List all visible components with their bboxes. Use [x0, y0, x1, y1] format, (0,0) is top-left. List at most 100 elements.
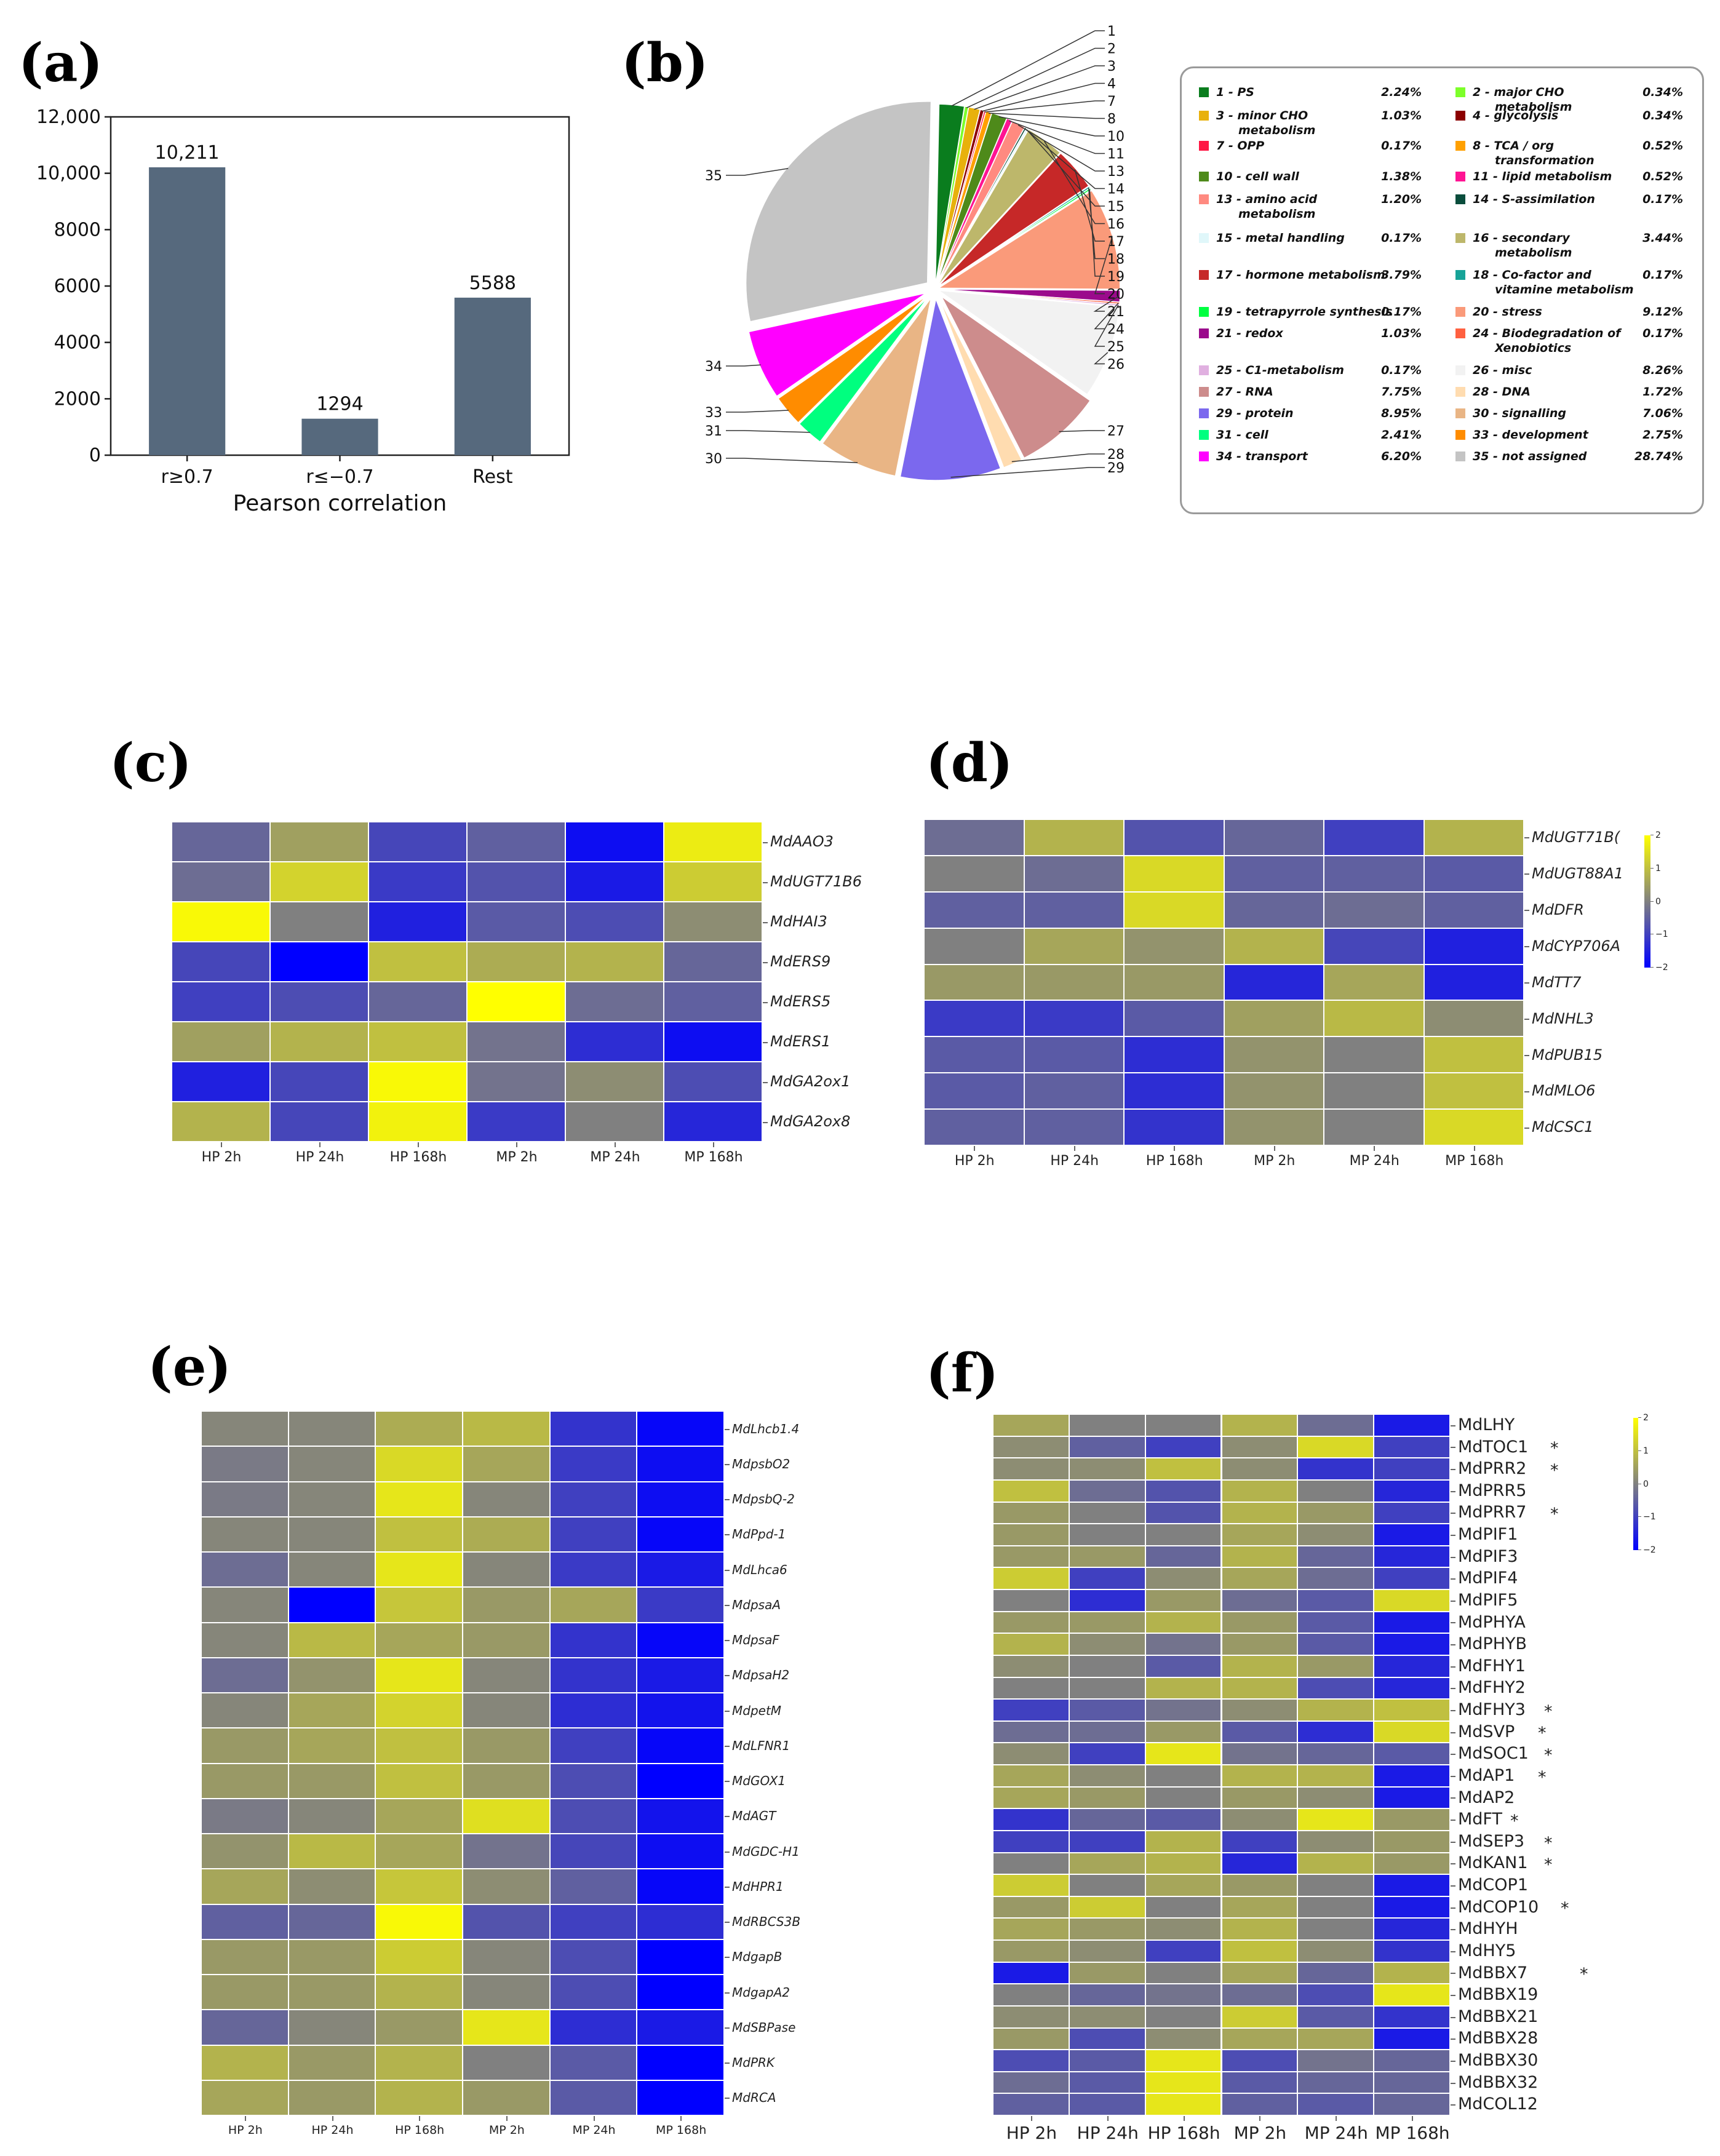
heatmap-cell — [1374, 1415, 1451, 1437]
callout-line — [966, 47, 1105, 109]
colorbar-tick-label: −2 — [1655, 963, 1668, 973]
legend-label-line: 20 - stress — [1473, 305, 1542, 319]
heatmap-cell — [172, 942, 271, 982]
heatmap-cell — [1298, 1721, 1375, 1744]
heatmap-cell — [202, 1412, 289, 1447]
callout-label: 27 — [1107, 424, 1125, 439]
heatmap-cell — [1298, 1524, 1375, 1546]
heatmap-cell — [463, 1834, 551, 1870]
heatmap-cell — [289, 1975, 376, 2011]
legend-label-34: 34 - transport — [1216, 450, 1401, 464]
heatmap-cell — [993, 1765, 1070, 1788]
heatmap-cell — [468, 862, 566, 902]
heatmap-cell — [566, 982, 664, 1022]
heatmap-cell — [1145, 1546, 1222, 1569]
callout-label: 35 — [705, 169, 722, 184]
callout-label: 4 — [1107, 77, 1116, 92]
heatmap-cell — [1222, 1787, 1299, 1810]
heatmap-cell — [289, 1693, 376, 1729]
callout-label: 19 — [1107, 269, 1125, 285]
column-label: HP 2h — [954, 1153, 995, 1169]
heatmap-cell — [1222, 1524, 1299, 1546]
row-label: MdPIF5 — [1458, 1590, 1518, 1610]
callout-label: 26 — [1107, 357, 1125, 373]
heatmap-cell — [463, 1482, 551, 1518]
pie-legend: 1 - PS 2.24% 2 - major CHO metabolism 0.34% 3… — [1180, 66, 1704, 514]
heatmap-cell — [550, 2080, 638, 2116]
heatmap-cell — [1374, 2072, 1451, 2094]
legend-label-27: 27 - RNA — [1216, 385, 1401, 400]
legend-label-15: 15 - metal handling — [1216, 231, 1401, 246]
heatmap-cell — [1374, 1634, 1451, 1656]
significance-mark: * — [1580, 1965, 1588, 1984]
heatmap-cell — [1069, 1941, 1146, 1963]
legend-label-line: 17 - hormone metabolism — [1216, 268, 1385, 282]
heatmap-cell — [1145, 1787, 1222, 1810]
legend-percent-15: 0.17% — [1381, 231, 1422, 245]
significance-mark: * — [1544, 1701, 1553, 1721]
col-tick — [1473, 1146, 1475, 1151]
row-label: MdHY5 — [1458, 1941, 1516, 1960]
callout-label: 15 — [1107, 199, 1125, 215]
heatmap-cell — [1298, 1436, 1375, 1459]
heatmap-cell — [369, 822, 468, 862]
callout-line — [984, 100, 1105, 113]
legend-label-16: 16 - secondary metabolism — [1473, 231, 1657, 261]
heatmap-cell — [1374, 2006, 1451, 2029]
legend-label-line: 7 - OPP — [1216, 139, 1265, 153]
legend-percent-21: 1.03% — [1381, 327, 1422, 340]
row-label: MdTT7 — [1532, 973, 1582, 991]
heatmap-cell — [637, 1975, 725, 2011]
col-tick — [244, 2116, 246, 2121]
heatmap-cell — [1069, 1809, 1146, 1831]
row-tick — [725, 1710, 730, 1712]
heatmap-cell — [289, 1869, 376, 1905]
callout-line — [974, 65, 1105, 110]
heatmap-cell — [172, 822, 271, 862]
col-tick — [516, 1142, 517, 1147]
heatmap-cell — [376, 2045, 463, 2081]
legend-swatch-28 — [1455, 387, 1465, 397]
heatmap-cell — [566, 1102, 664, 1142]
heatmap-f: MdLHY MdTOC1 * MdPRR2 * MdPRR5 MdPRR7 * MdPIF1 Md… — [993, 1414, 1713, 2153]
heatmap-cell — [1224, 1073, 1324, 1110]
heatmap-cell — [369, 1022, 468, 1062]
legend-label-line: 34 - transport — [1216, 450, 1308, 463]
heatmap-cell — [1125, 1037, 1225, 1074]
heatmap-cell — [1145, 1700, 1222, 1722]
column-label: MP 24h — [572, 2123, 616, 2137]
heatmap-cell — [289, 1728, 376, 1764]
x-tick-label: r≥0.7 — [161, 466, 213, 488]
legend-swatch-26 — [1455, 365, 1465, 375]
legend-swatch-11 — [1455, 172, 1465, 181]
heatmap-cell — [550, 1869, 638, 1905]
column-label: MP 168h — [1375, 2123, 1450, 2143]
heatmap-cell — [1222, 1875, 1299, 1897]
pie-slice-33 — [777, 295, 928, 424]
heatmap-cell — [1069, 1875, 1146, 1897]
heatmap-cell — [925, 820, 1025, 856]
row-label: MdPHYB — [1458, 1634, 1527, 1654]
heatmap-cell — [993, 2028, 1070, 2051]
heatmap-cell — [1069, 1721, 1146, 1744]
row-label: MdMLO6 — [1532, 1082, 1596, 1100]
pie-slice-31 — [798, 296, 930, 443]
y-tick-label: 2000 — [54, 388, 101, 410]
heatmap-cell — [637, 1658, 725, 1693]
row-tick — [725, 1463, 730, 1465]
callout-line — [998, 116, 1105, 137]
row-label: MdGA2ox1 — [770, 1073, 851, 1091]
heatmap-cell — [993, 1612, 1070, 1634]
heatmap-cell — [1298, 1612, 1375, 1634]
heatmap-cell — [1145, 2072, 1222, 2094]
heatmap-cell — [1374, 1677, 1451, 1700]
row-tick — [725, 1675, 730, 1677]
heatmap-cell — [637, 1623, 725, 1658]
heatmap-cell — [1069, 1458, 1146, 1481]
significance-mark: * — [1550, 1439, 1559, 1458]
callout-line — [1017, 124, 1105, 172]
heatmap-cell — [202, 1764, 289, 1799]
callout-label: 13 — [1107, 164, 1125, 180]
heatmap-cell — [202, 1482, 289, 1518]
heatmap-cell — [925, 965, 1025, 1001]
